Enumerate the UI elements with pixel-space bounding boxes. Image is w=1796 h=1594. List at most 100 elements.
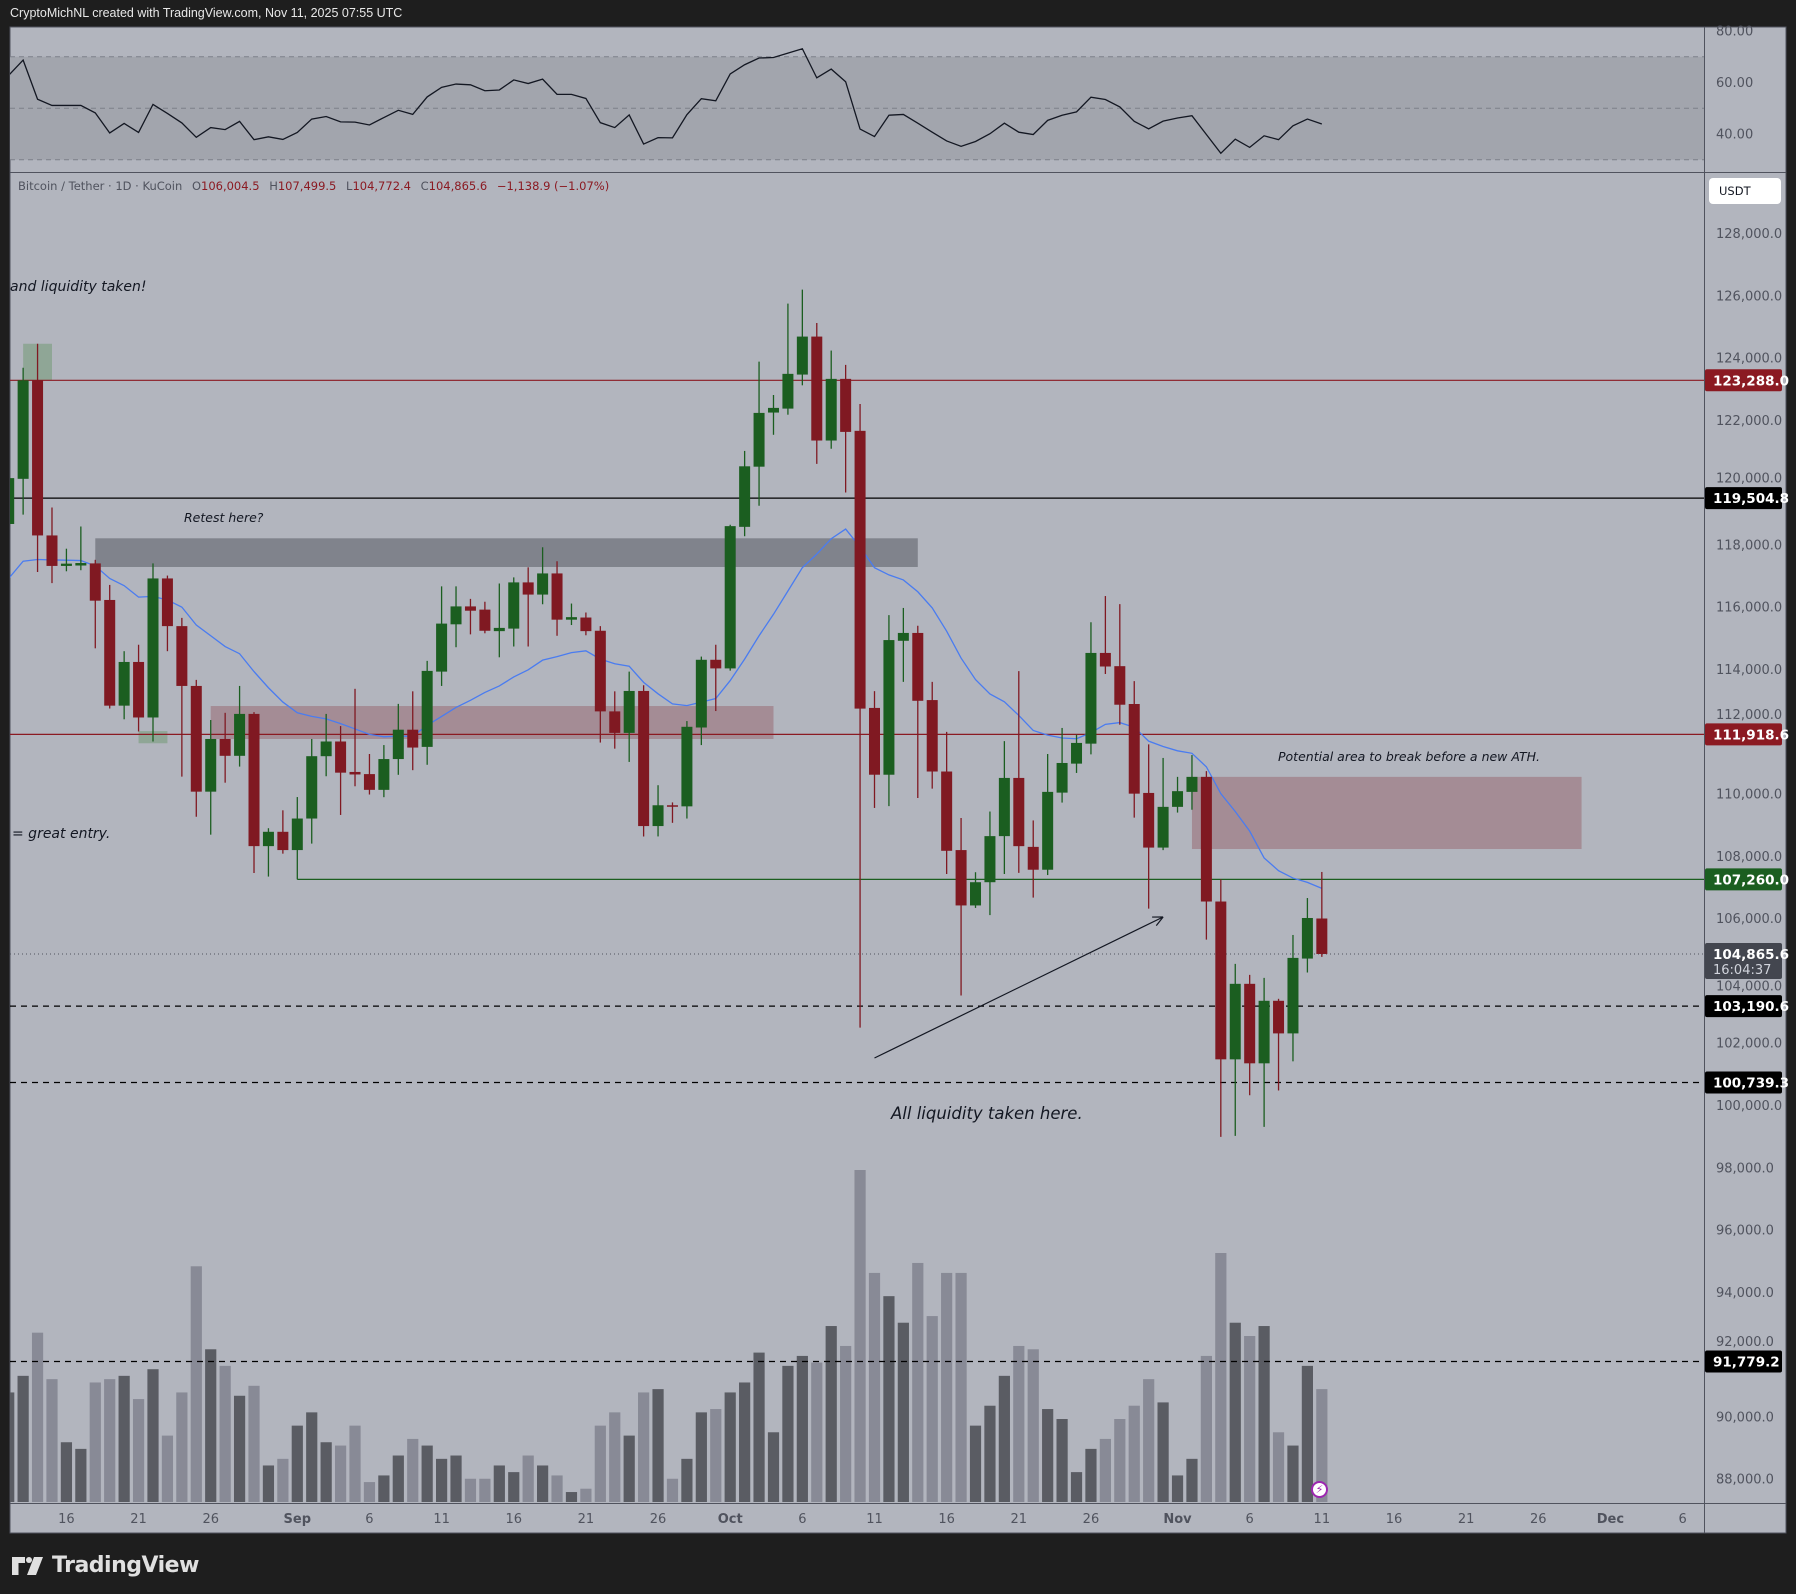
- volume-bar: [984, 1405, 996, 1502]
- candle: [60, 548, 72, 572]
- annotation-great-entry[interactable]: = great entry.: [12, 826, 111, 842]
- candle-body: [176, 626, 188, 686]
- arrow-line: [874, 916, 1164, 1059]
- candle-body: [1229, 983, 1241, 1060]
- annotation-retest[interactable]: Retest here?: [184, 510, 264, 525]
- volume-bar: [1056, 1419, 1068, 1502]
- candle-body: [508, 582, 520, 629]
- currency-button[interactable]: USDT: [1709, 178, 1781, 204]
- candle-body: [724, 526, 736, 669]
- candle: [796, 289, 808, 386]
- time-tick-label: 21: [1458, 1512, 1475, 1527]
- volume-bar: [580, 1488, 592, 1502]
- candle-body: [378, 759, 390, 790]
- high-value: 107,499.5: [277, 179, 337, 193]
- candle: [508, 577, 520, 647]
- time-axis[interactable]: 16 21 26 Sep 6 11 16 21 26 Oct 6 11 16 21 26 Nov 6 11 16 21…: [58, 1512, 1687, 1527]
- candle-body: [436, 623, 448, 672]
- volume-bars: [10, 1170, 1328, 1502]
- annotation-potential-area[interactable]: Potential area to break before a new ATH…: [1278, 749, 1541, 764]
- volume-bar: [1099, 1438, 1111, 1502]
- volume-bar: [205, 1349, 217, 1502]
- volume-bar: [334, 1445, 347, 1502]
- candle: [363, 754, 375, 795]
- volume-bar: [1186, 1458, 1198, 1502]
- rsi-line: [10, 47, 1323, 155]
- volume-bar: [1272, 1432, 1285, 1502]
- candle-body: [32, 380, 44, 536]
- candle-body: [1301, 917, 1313, 959]
- price-axis[interactable]: 128,000.0 126,000.0 124,000.0 122,000.0 120,…: [1716, 227, 1782, 1488]
- tradingview-logo[interactable]: TradingView: [12, 1553, 199, 1578]
- candle: [1186, 755, 1198, 810]
- price-tick-label: 96,000.0: [1716, 1224, 1774, 1239]
- symbol-name[interactable]: Bitcoin / Tether · 1D · KuCoin: [18, 179, 183, 193]
- candle-body: [1215, 901, 1227, 1060]
- volume-bar: [782, 1365, 794, 1502]
- lightning-icon[interactable]: ⚡: [1311, 1481, 1328, 1498]
- candle-body: [75, 563, 87, 566]
- candle: [623, 671, 635, 762]
- candle: [767, 394, 779, 435]
- volume-bar: [349, 1425, 361, 1502]
- volume-bar: [796, 1355, 808, 1502]
- candle: [205, 720, 217, 835]
- candle: [133, 644, 145, 732]
- volume-bar: [1301, 1365, 1313, 1502]
- candle: [825, 350, 837, 449]
- time-tick-label: 26: [202, 1512, 219, 1527]
- volume-bar: [868, 1272, 881, 1502]
- volume-bar: [190, 1266, 202, 1502]
- candle: [1258, 977, 1270, 1127]
- candle: [277, 810, 289, 854]
- candle: [926, 681, 938, 789]
- volume-bar: [450, 1455, 462, 1502]
- volume-bar: [1042, 1409, 1054, 1502]
- candle-body: [17, 380, 29, 479]
- candle-body: [1186, 776, 1198, 792]
- candle: [479, 601, 491, 634]
- candle: [609, 691, 621, 749]
- candle-body: [897, 632, 909, 641]
- volume-bar: [219, 1365, 231, 1502]
- rsi-axis[interactable]: 80.00 60.00 40.00: [1716, 25, 1753, 143]
- price-tick-label: 128,000.0: [1716, 227, 1782, 242]
- candle-body: [739, 466, 751, 527]
- time-tick-label: 11: [1314, 1512, 1331, 1527]
- arrow-drawing: [874, 916, 1164, 1059]
- candle: [869, 691, 880, 808]
- candle: [234, 685, 246, 767]
- volume-bar: [941, 1272, 953, 1502]
- annotation-all-liquidity[interactable]: All liquidity taken here.: [891, 1104, 1083, 1123]
- candle: [335, 726, 347, 815]
- volume-bar: [10, 1392, 15, 1502]
- volume-bar: [46, 1379, 58, 1502]
- horizontal-lines: [10, 379, 1704, 1363]
- candle: [1085, 622, 1097, 755]
- candle: [1042, 754, 1054, 876]
- price-label-text: 91,779.2: [1713, 1354, 1780, 1370]
- volume-bar: [291, 1425, 303, 1502]
- candle-body: [1258, 1000, 1270, 1064]
- time-tick-label: 16: [938, 1512, 955, 1527]
- price-tick-label: 122,000.0: [1716, 414, 1782, 429]
- volume-bar: [277, 1458, 289, 1502]
- candle: [10, 478, 15, 524]
- candle-body: [998, 777, 1010, 837]
- volume-bar: [104, 1379, 116, 1502]
- candle: [89, 559, 101, 649]
- candle-body: [941, 771, 953, 851]
- open-label: O: [191, 179, 201, 193]
- candle-body: [623, 690, 635, 733]
- price-label-box: [1705, 369, 1782, 392]
- candle-body: [580, 617, 592, 632]
- volume-bar: [666, 1478, 679, 1502]
- volume-bar: [897, 1322, 909, 1502]
- low-label: L: [346, 179, 353, 193]
- top-bar: CryptoMichNL created with TradingView.co…: [0, 0, 1796, 27]
- candle: [1013, 671, 1025, 873]
- candle-body: [234, 713, 246, 756]
- time-tick-label: Dec: [1597, 1512, 1624, 1527]
- annotation-liquidity-taken[interactable]: and liquidity taken!: [10, 279, 147, 295]
